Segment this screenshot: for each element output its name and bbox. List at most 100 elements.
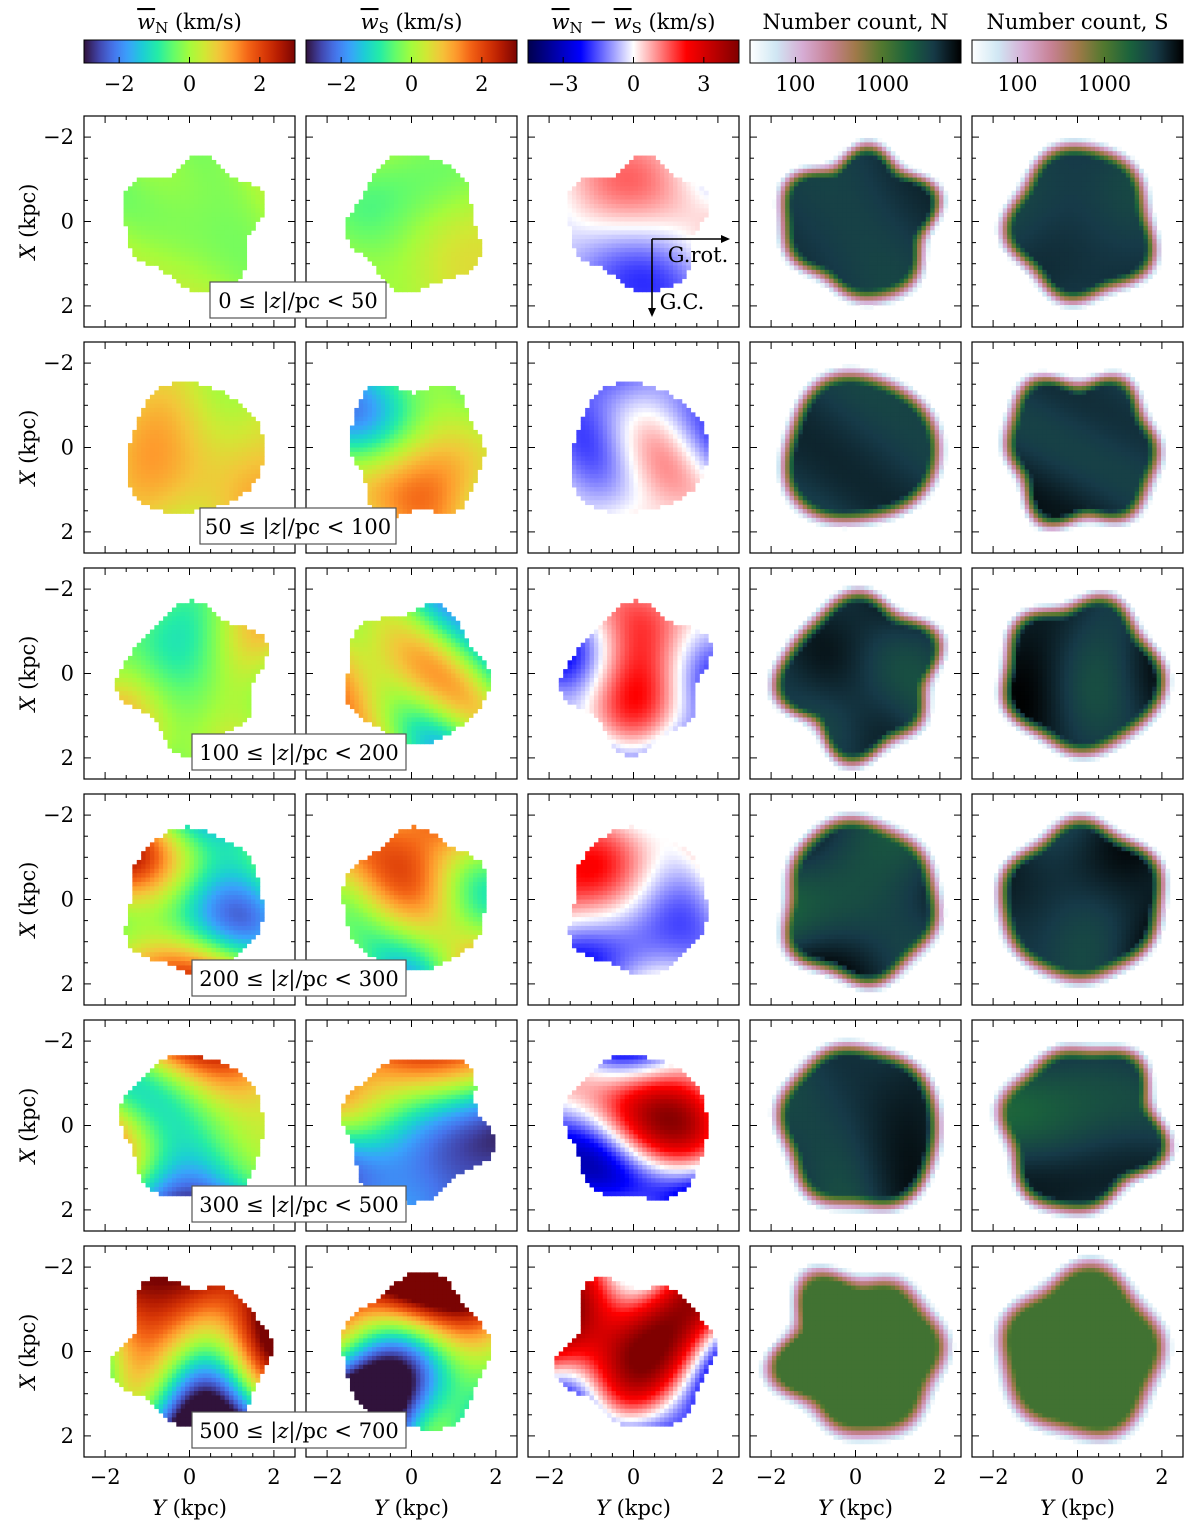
- heatmap-cell: [124, 204, 129, 209]
- heatmap-cell: [834, 217, 839, 222]
- heatmap-cell: [816, 208, 821, 213]
- heatmap-cell: [172, 257, 177, 262]
- heatmap-cell: [634, 182, 639, 187]
- heatmap-cell: [838, 292, 843, 297]
- heatmap-cell: [1135, 169, 1140, 174]
- heatmap-cell: [181, 261, 186, 266]
- heatmap-cell: [576, 252, 581, 257]
- heatmap-cell: [664, 270, 669, 275]
- heatmap-cell: [1060, 182, 1065, 187]
- heatmap-cell: [181, 443, 186, 448]
- heatmap-cell: [1117, 191, 1122, 196]
- heatmap-cell: [242, 200, 247, 205]
- heatmap-cell: [842, 261, 847, 266]
- heatmap-cell: [677, 186, 682, 191]
- heatmap-cell: [647, 217, 652, 222]
- heatmap-cell: [1095, 265, 1100, 270]
- heatmap-cell: [829, 239, 834, 244]
- heatmap-cell: [669, 178, 674, 183]
- heatmap-cell: [812, 208, 817, 213]
- heatmap-cell: [616, 257, 621, 262]
- heatmap-cell: [803, 257, 808, 262]
- heatmap-cell: [798, 265, 803, 270]
- heatmap-cell: [1047, 296, 1052, 301]
- heatmap-cell: [176, 239, 181, 244]
- heatmap-cell: [1073, 222, 1078, 227]
- heatmap-cell: [860, 217, 865, 222]
- heatmap-cell: [1029, 274, 1034, 279]
- heatmap-cell: [790, 195, 795, 200]
- heatmap-cell: [1029, 257, 1034, 262]
- heatmap-cell: [904, 191, 909, 196]
- heatmap-cell: [132, 230, 137, 235]
- heatmap-cell: [572, 191, 577, 196]
- heatmap-cell: [642, 200, 647, 205]
- heatmap-cell: [1073, 147, 1078, 152]
- heatmap-cell: [856, 213, 861, 218]
- heatmap-cell: [873, 204, 878, 209]
- heatmap-cell: [1029, 191, 1034, 196]
- heatmap-cell: [1130, 178, 1135, 183]
- heatmap-cell: [407, 257, 412, 262]
- heatmap-cell: [1082, 182, 1087, 187]
- heatmap-cell: [1069, 173, 1074, 178]
- heatmap-cell: [1025, 169, 1030, 174]
- heatmap-cell: [1007, 248, 1012, 253]
- heatmap-cell: [629, 186, 634, 191]
- heatmap-cell: [1126, 287, 1131, 292]
- heatmap-cell: [1148, 248, 1153, 253]
- heatmap-cell: [620, 257, 625, 262]
- heatmap-cell: [1003, 213, 1008, 218]
- heatmap-cell: [354, 217, 359, 222]
- heatmap-cell: [585, 182, 590, 187]
- heatmap-cell: [1086, 169, 1091, 174]
- heatmap-cell: [137, 496, 142, 501]
- heatmap-cell: [168, 426, 173, 431]
- heatmap-cell: [390, 208, 395, 213]
- heatmap-cell: [176, 222, 181, 227]
- heatmap-cell: [908, 274, 913, 279]
- heatmap-cell: [816, 248, 821, 253]
- heatmap-cell: [798, 178, 803, 183]
- heatmap-cell: [385, 160, 390, 165]
- heatmap-cell: [390, 186, 395, 191]
- heatmap-cell: [1064, 226, 1069, 231]
- heatmap-cell: [442, 265, 447, 270]
- heatmap-cell: [842, 279, 847, 284]
- heatmap-cell: [141, 448, 146, 453]
- heatmap-cell: [803, 230, 808, 235]
- heatmap-cell: [398, 217, 403, 222]
- heatmap-cell: [203, 178, 208, 183]
- heatmap-cell: [904, 164, 909, 169]
- heatmap-cell: [220, 252, 225, 257]
- heatmap-cell: [416, 160, 421, 165]
- heatmap-cell: [190, 452, 195, 457]
- heatmap-cell: [172, 509, 177, 514]
- heatmap-cell: [1091, 178, 1096, 183]
- heatmap-cell: [154, 217, 159, 222]
- heatmap-cell: [251, 186, 256, 191]
- heatmap-cell: [1078, 178, 1083, 183]
- heatmap-cell: [1157, 252, 1162, 257]
- heatmap-cell: [1012, 222, 1017, 227]
- heatmap-cell: [150, 208, 155, 213]
- heatmap-cell: [251, 217, 256, 222]
- heatmap-cell: [921, 248, 926, 253]
- heatmap-cell: [141, 208, 146, 213]
- heatmap-cell: [451, 191, 456, 196]
- heatmap-cell: [798, 222, 803, 227]
- heatmap-cell: [190, 487, 195, 492]
- heatmap-cell: [895, 156, 900, 161]
- heatmap-cell: [190, 496, 195, 501]
- heatmap-cell: [185, 173, 190, 178]
- heatmap-cell: [616, 200, 621, 205]
- heatmap-cell: [176, 235, 181, 240]
- heatmap-cell: [420, 169, 425, 174]
- heatmap-cell: [816, 213, 821, 218]
- heatmap-cell: [590, 191, 595, 196]
- heatmap-cell: [225, 270, 230, 275]
- heatmap-cell: [168, 456, 173, 461]
- heatmap-cell: [185, 500, 190, 505]
- heatmap-cell: [198, 239, 203, 244]
- heatmap-cell: [1126, 261, 1131, 266]
